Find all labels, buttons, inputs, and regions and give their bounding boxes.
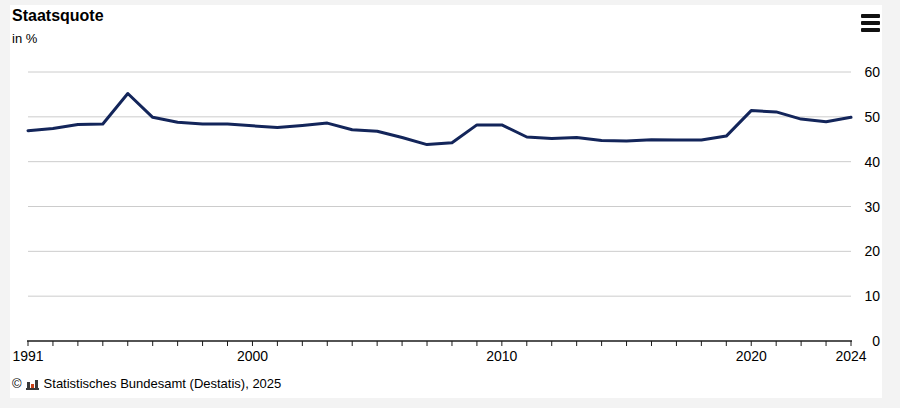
destatis-bar-chart-logo-icon <box>26 377 40 391</box>
x-axis-tick-label: 1991 <box>12 348 43 364</box>
source-footer: © Statistisches Bundesamt (Destatis), 20… <box>12 376 281 391</box>
chart-unit-label: in % <box>12 31 37 46</box>
x-axis-tick-label: 2020 <box>736 348 767 364</box>
logo-baseline <box>26 388 39 390</box>
staatsquote-line <box>28 94 851 145</box>
y-axis-tick-label: 40 <box>864 154 880 170</box>
logo-bar-dark-1 <box>27 382 30 388</box>
source-text: Statistisches Bundesamt (Destatis), 2025 <box>44 376 282 391</box>
logo-bar-red <box>31 384 34 388</box>
y-axis-tick-label: 0 <box>872 333 880 349</box>
y-axis-tick-label: 50 <box>864 109 880 125</box>
chart-page: 0 10 20 30 40 50 60 1991 2000 2010 2020 2024 Staats… <box>0 0 900 408</box>
x-axis-tick-label: 2000 <box>237 348 268 364</box>
logo-bar-dark-2 <box>35 380 38 388</box>
x-axis-tick-label: 2024 <box>835 348 866 364</box>
hamburger-menu-icon[interactable] <box>861 14 881 32</box>
copyright-symbol: © <box>12 376 22 391</box>
y-axis-tick-label: 20 <box>864 243 880 259</box>
menu-bar <box>861 14 880 18</box>
menu-bar <box>861 28 880 32</box>
x-axis-tick-label: 2010 <box>486 348 517 364</box>
menu-bar <box>861 21 880 25</box>
y-axis-tick-label: 30 <box>864 199 880 215</box>
y-axis-tick-label: 10 <box>864 288 880 304</box>
chart-title: Staatsquote <box>12 7 104 25</box>
chart-svg: 0 10 20 30 40 50 60 1991 2000 2010 2020 2024 <box>0 0 900 408</box>
y-axis-tick-label: 60 <box>864 64 880 80</box>
